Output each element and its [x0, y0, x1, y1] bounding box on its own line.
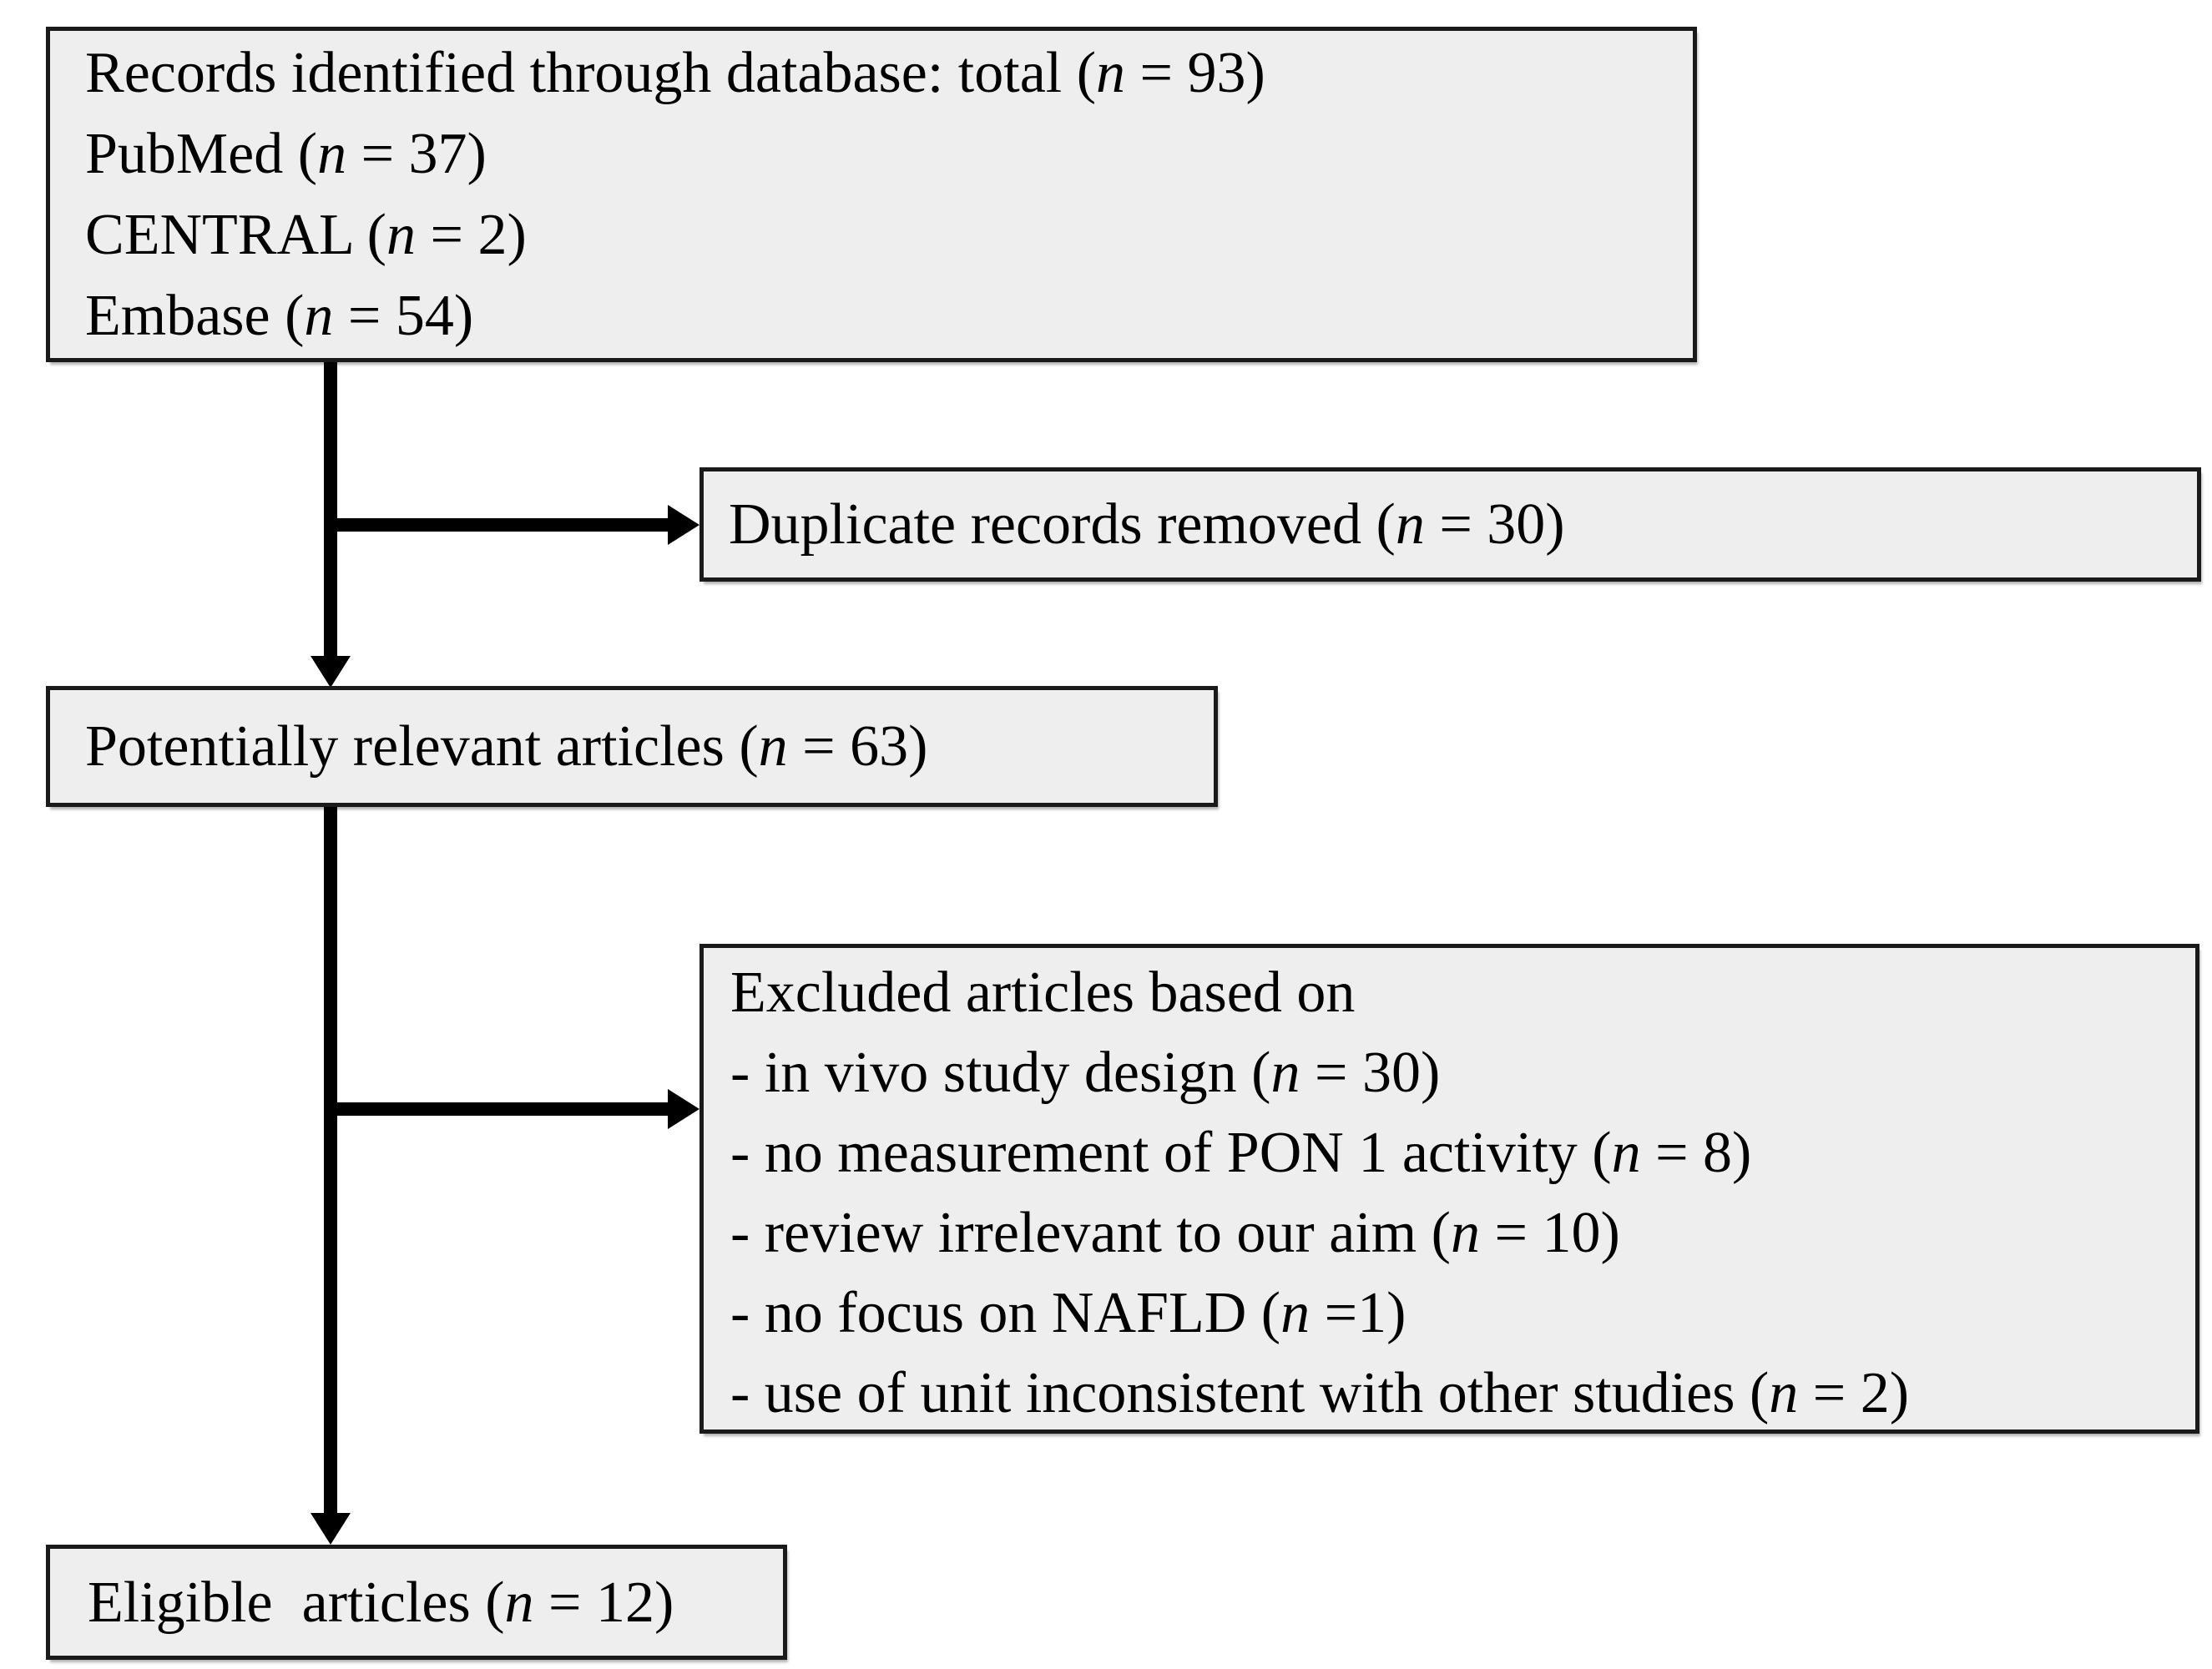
potentially-relevant-box: Potentially relevant articles (n = 63): [46, 686, 1218, 807]
duplicates-branch-arrow-shaft: [331, 518, 668, 532]
duplicates-removed-label: Duplicate records removed (n = 30): [729, 492, 1565, 557]
records-total-line: Records identified through database: tot…: [85, 41, 1265, 105]
duplicates-removed-box: Duplicate records removed (n = 30): [699, 467, 2201, 582]
excluded-reason-in-vivo: - in vivo study design (n = 30): [730, 1041, 1441, 1105]
relevant-to-eligible-arrow-shaft: [324, 807, 337, 1513]
embase-count-line: Embase (n = 54): [85, 284, 474, 348]
excluded-heading: Excluded articles based on: [730, 961, 1356, 1025]
records-identified-box: Records identified through database: tot…: [46, 27, 1697, 362]
eligible-articles-box: Eligible articles (n = 12): [46, 1545, 787, 1660]
excluded-reason-no-pon1-measurement: - no measurement of PON 1 activity (n = …: [730, 1121, 1752, 1185]
central-count-line: CENTRAL (n = 2): [85, 203, 527, 267]
excluded-reason-no-nafld-focus: - no focus on NAFLD (n =1): [730, 1281, 1406, 1345]
records-to-relevant-arrow-shaft: [324, 362, 337, 656]
eligible-articles-label: Eligible articles (n = 12): [88, 1570, 674, 1635]
excluded-reason-inconsistent-unit: - use of unit inconsistent with other st…: [730, 1361, 1910, 1425]
records-to-relevant-arrowhead-icon: [311, 656, 351, 688]
excluded-branch-arrow-shaft: [331, 1102, 668, 1116]
pubmed-count-line: PubMed (n = 37): [85, 122, 487, 186]
excluded-branch-arrowhead-icon: [668, 1089, 699, 1129]
potentially-relevant-label: Potentially relevant articles (n = 63): [85, 714, 928, 779]
excluded-articles-box: Excluded articles based on - in vivo stu…: [699, 944, 2199, 1434]
relevant-to-eligible-arrowhead-icon: [311, 1513, 351, 1545]
excluded-reason-irrelevant-review: - review irrelevant to our aim (n = 10): [730, 1201, 1620, 1265]
duplicates-branch-arrowhead-icon: [668, 505, 699, 545]
